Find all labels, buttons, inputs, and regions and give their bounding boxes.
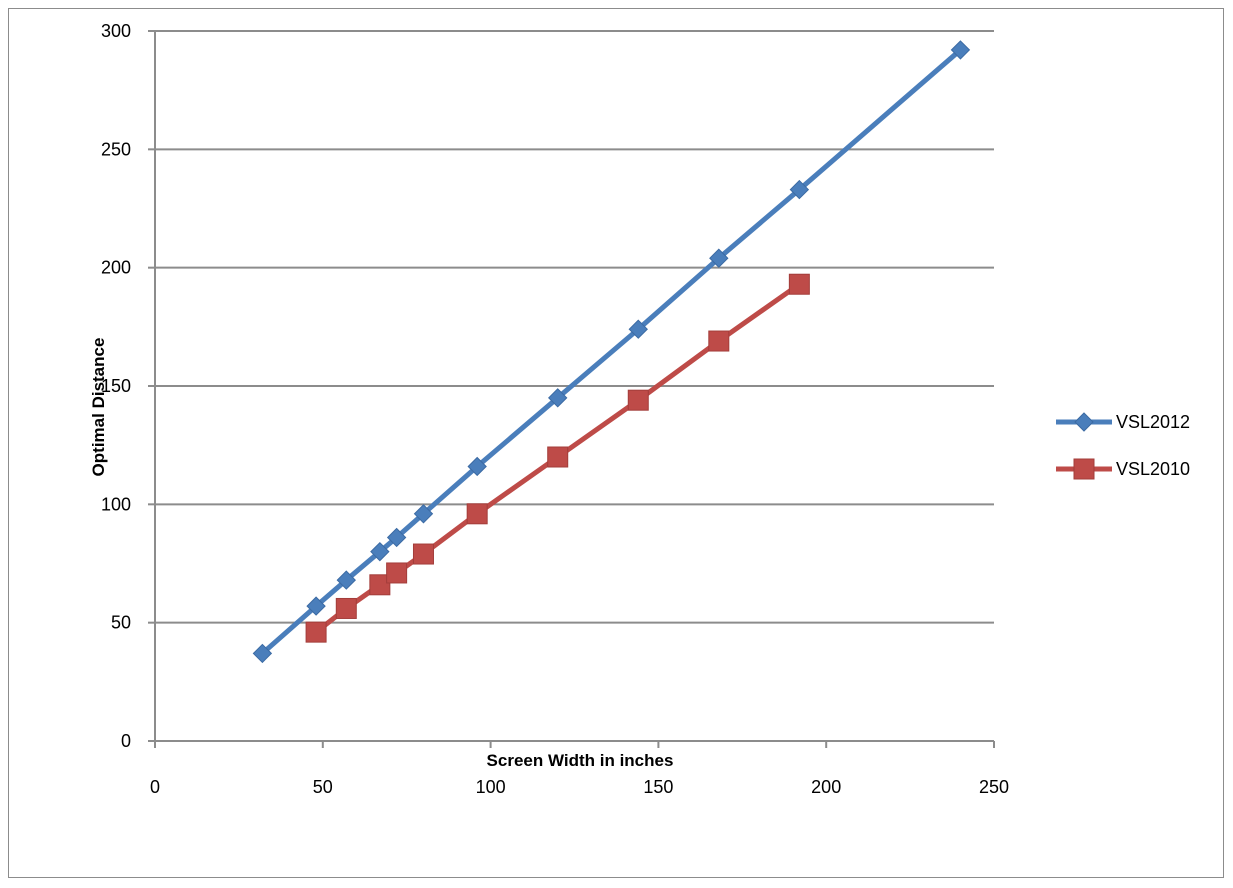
grid-lines bbox=[155, 30, 994, 624]
x-axis-title: Screen Width in inches bbox=[487, 751, 674, 770]
data-point bbox=[336, 570, 356, 590]
y-axis-title: Optimal Distance bbox=[89, 338, 108, 477]
x-axis-ticks: 0 50 100 150 200 250 bbox=[150, 741, 1009, 797]
data-point bbox=[789, 179, 810, 200]
data-point bbox=[466, 503, 488, 525]
data-point bbox=[335, 597, 357, 619]
data-point bbox=[413, 504, 434, 524]
legend-item: VSL2012 bbox=[1056, 412, 1190, 432]
data-point bbox=[709, 248, 729, 268]
data-point bbox=[788, 273, 810, 295]
legend: VSL2012 VSL2010 bbox=[1056, 412, 1190, 480]
x-tick-label: 150 bbox=[643, 777, 673, 797]
data-point bbox=[708, 330, 730, 352]
data-point bbox=[467, 456, 487, 477]
x-tick-label: 100 bbox=[476, 777, 506, 797]
legend-label: VSL2010 bbox=[1116, 459, 1190, 479]
chart-area bbox=[8, 8, 1224, 878]
data-point bbox=[386, 527, 407, 548]
y-axis-ticks: 0 50 100 150 200 250 300 bbox=[101, 21, 155, 751]
series-VSL2012 bbox=[252, 40, 971, 664]
y-tick-label: 150 bbox=[101, 376, 131, 396]
legend-marker bbox=[1074, 412, 1094, 432]
legend-item: VSL2010 bbox=[1056, 458, 1190, 480]
series-layer bbox=[252, 40, 971, 664]
x-tick-label: 200 bbox=[811, 777, 841, 797]
series-VSL2010 bbox=[305, 273, 810, 643]
data-point bbox=[369, 574, 391, 596]
y-tick-label: 100 bbox=[101, 494, 131, 514]
legend-marker bbox=[1073, 458, 1095, 480]
x-tick-label: 50 bbox=[313, 777, 333, 797]
data-point bbox=[950, 40, 971, 60]
data-point bbox=[628, 319, 648, 339]
y-tick-label: 0 bbox=[121, 731, 131, 751]
data-point bbox=[547, 446, 569, 468]
series-line bbox=[313, 281, 802, 635]
data-point bbox=[370, 541, 390, 562]
series-line bbox=[259, 47, 963, 656]
data-point bbox=[305, 621, 327, 643]
data-point bbox=[252, 643, 273, 664]
y-tick-label: 250 bbox=[101, 139, 131, 159]
x-tick-label: 250 bbox=[979, 777, 1009, 797]
y-tick-label: 50 bbox=[111, 613, 131, 633]
data-point bbox=[412, 543, 434, 565]
data-point bbox=[548, 388, 568, 408]
y-tick-label: 300 bbox=[101, 21, 131, 41]
data-point bbox=[386, 562, 408, 584]
data-point bbox=[306, 596, 326, 616]
data-point bbox=[627, 389, 649, 411]
x-tick-label: 0 bbox=[150, 777, 160, 797]
legend-label: VSL2012 bbox=[1116, 412, 1190, 432]
y-tick-label: 200 bbox=[101, 258, 131, 278]
